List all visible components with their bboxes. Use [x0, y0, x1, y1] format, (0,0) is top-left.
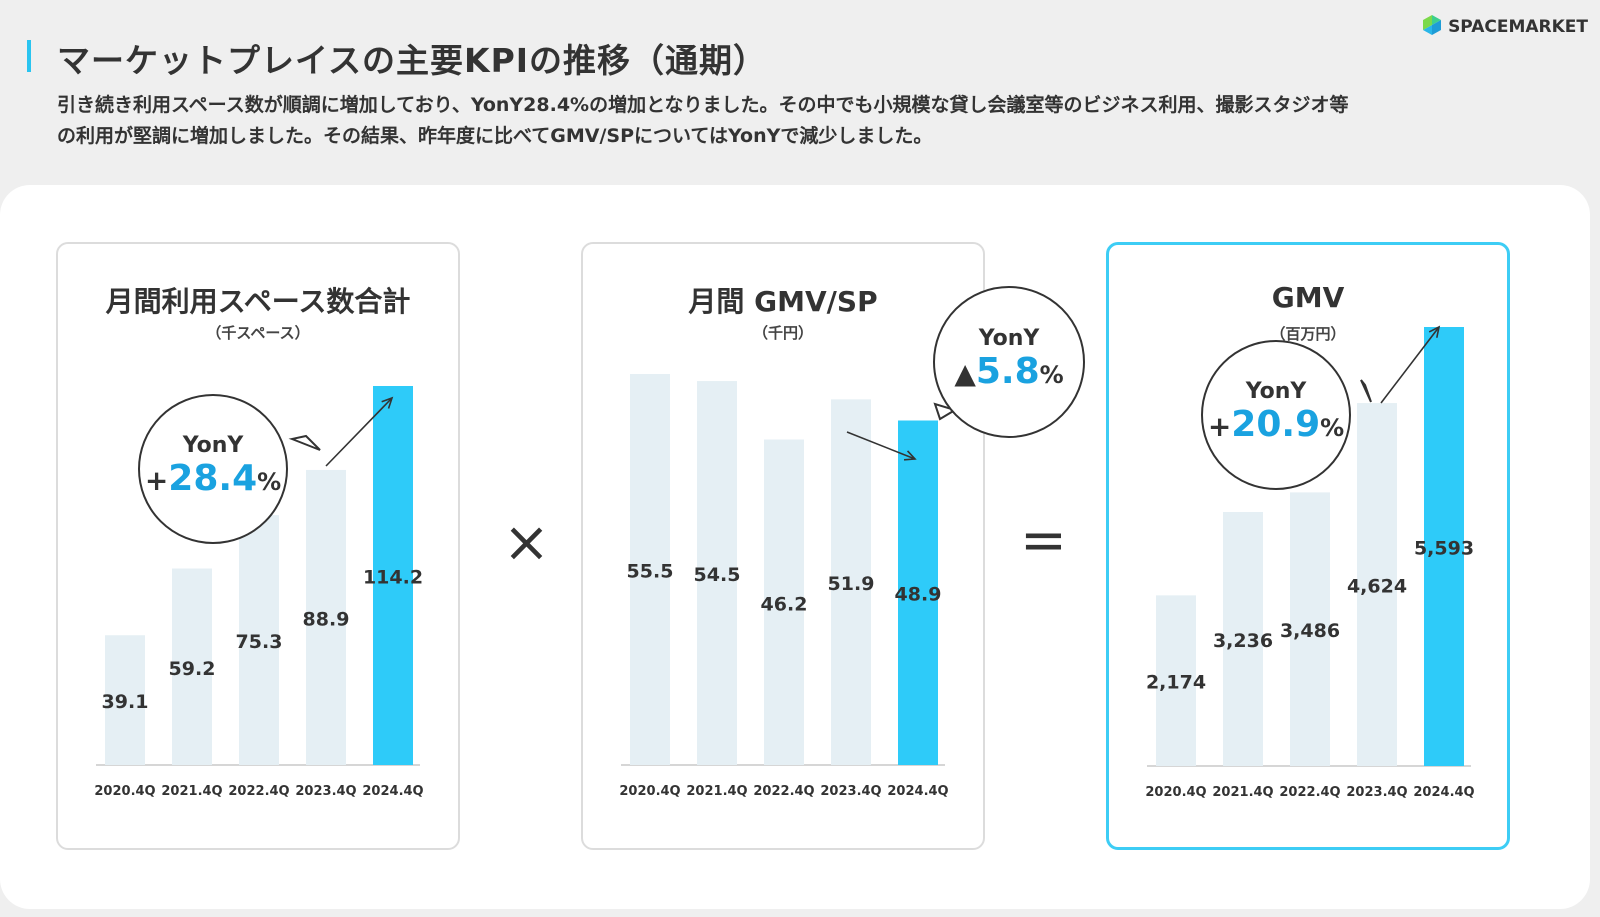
yony-label: YonY: [182, 433, 244, 458]
bar-2022.4Q: [239, 515, 279, 765]
category-tick-label: 2023.4Q: [820, 784, 881, 799]
yony-label: YonY: [1245, 379, 1307, 404]
yony-percent: %: [1039, 361, 1064, 389]
bar-2023.4Q: [831, 399, 871, 765]
bar-2024.4Q: [1424, 327, 1464, 766]
bar-value-label: 55.5: [627, 561, 674, 583]
category-tick-label: 2023.4Q: [295, 784, 356, 799]
chart-unit: （千円）: [752, 324, 813, 342]
bubble-tail: [1360, 379, 1372, 403]
bar-2022.4Q: [1290, 492, 1330, 766]
category-tick-label: 2022.4Q: [1279, 785, 1340, 800]
bar-2020.4Q: [105, 635, 145, 765]
bar-2023.4Q: [306, 469, 346, 765]
yony-value: +28.4%: [145, 459, 281, 505]
logo-text: SPACEMARKET: [1448, 17, 1588, 37]
yony-bubble: YonY ▲5.8%: [933, 286, 1085, 438]
bar-value-label: 114.2: [363, 567, 423, 589]
bar-2022.4Q: [764, 439, 804, 765]
equals-operator: =: [1020, 508, 1067, 573]
yony-value: ▲5.8%: [954, 352, 1063, 398]
yony-label: YonY: [978, 326, 1040, 351]
bar-value-label: 3,486: [1280, 620, 1340, 642]
bar-2024.4Q: [373, 386, 413, 765]
bar-value-label: 3,236: [1213, 630, 1273, 652]
category-tick-label: 2021.4Q: [1212, 785, 1273, 800]
chart-card-monthly-spaces: 月間利用スペース数合計 （千スペース） 39.1 2020.4Q 59.2 2021.…: [56, 242, 460, 850]
category-tick-label: 2020.4Q: [94, 784, 155, 799]
bar-2023.4Q: [1357, 403, 1397, 766]
category-tick-label: 2022.4Q: [228, 784, 289, 799]
yony-number: 5.8: [975, 351, 1040, 392]
trend-arrow: [325, 397, 393, 467]
bar-value-label: 4,624: [1347, 576, 1407, 598]
trend-arrow-head: [903, 450, 917, 461]
chart-title: 月間利用スペース数合計: [105, 285, 411, 318]
bubble-tail: [288, 434, 321, 451]
yony-sign: +: [144, 464, 169, 497]
chart-unit: （千スペース）: [206, 324, 310, 342]
logo: SPACEMARKET: [1421, 14, 1588, 40]
yony-value: +20.9%: [1208, 405, 1344, 451]
yony-bubble: YonY +28.4%: [138, 394, 288, 544]
multiply-operator: ×: [503, 510, 550, 575]
trend-arrow-head: [1428, 325, 1441, 338]
page-title: マーケットプレイスの主要KPIの推移（通期）: [57, 41, 768, 80]
bar-value-label: 54.5: [694, 564, 741, 586]
description-line-2: の利用が堅調に増加しました。その結果、昨年度に比べてGMV/SPについてはYon…: [57, 125, 933, 147]
bubble-tail: [933, 402, 958, 421]
yony-bubble: YonY +20.9%: [1201, 340, 1351, 490]
category-tick-label: 2021.4Q: [161, 784, 222, 799]
bar-value-label: 2,174: [1146, 672, 1206, 694]
category-tick-label: 2024.4Q: [1413, 785, 1474, 800]
title-accent-bar: [27, 40, 31, 72]
category-tick-label: 2024.4Q: [887, 784, 948, 799]
category-tick-label: 2023.4Q: [1346, 785, 1407, 800]
bar-value-label: 46.2: [761, 593, 808, 615]
bar-value-label: 5,593: [1414, 538, 1474, 560]
yony-number: 28.4: [168, 458, 258, 499]
bar-2024.4Q: [898, 420, 938, 765]
trend-arrow-head: [381, 396, 394, 409]
bar-2020.4Q: [630, 374, 670, 765]
bar-value-label: 88.9: [303, 608, 350, 630]
page-description: 引き続き利用スペース数が順調に増加しており、YonY28.4%の増加となりました…: [57, 90, 1537, 152]
bar-chart: 55.5 2020.4Q 54.5 2021.4Q 46.2 2022.4Q 51.9 202…: [619, 374, 958, 799]
bar-2021.4Q: [1223, 512, 1263, 766]
category-tick-label: 2022.4Q: [753, 784, 814, 799]
yony-number: 20.9: [1231, 404, 1321, 445]
chart-card-gmv-per-space: 月間 GMV/SP （千円） 55.5 2020.4Q 54.5 2021.4Q 46.…: [581, 242, 1085, 850]
yony-percent: %: [257, 468, 282, 496]
bar-value-label: 75.3: [236, 631, 283, 653]
category-tick-label: 2020.4Q: [619, 784, 680, 799]
description-line-1: 引き続き利用スペース数が順調に増加しており、YonY28.4%の増加となりました…: [57, 94, 1349, 116]
category-tick-label: 2024.4Q: [362, 784, 423, 799]
bar-value-label: 51.9: [828, 573, 875, 595]
chart-title: GMV: [1271, 281, 1345, 314]
bar-chart: 39.1 2020.4Q 59.2 2021.4Q 75.3 2022.4Q 88.9 202…: [94, 386, 424, 799]
category-tick-label: 2020.4Q: [1145, 785, 1206, 800]
yony-percent: %: [1320, 414, 1345, 442]
spacemarket-logo-icon: [1421, 14, 1443, 40]
chart-title: 月間 GMV/SP: [688, 285, 878, 318]
bar-chart: 2,174 2020.4Q 3,236 2021.4Q 3,486 2022.4Q 4,62…: [1145, 325, 1475, 800]
yony-sign: +: [1207, 410, 1232, 443]
bar-2021.4Q: [697, 381, 737, 765]
chart-card-gmv: GMV （百万円） 2,174 2020.4Q 3,236 2021.4Q 3,486 2…: [1106, 242, 1510, 850]
bar-value-label: 39.1: [102, 691, 149, 713]
bar-2021.4Q: [172, 568, 212, 765]
category-tick-label: 2021.4Q: [686, 784, 747, 799]
yony-sign: ▲: [954, 357, 976, 390]
chart-unit: （百万円）: [1270, 325, 1346, 343]
trend-arrow: [846, 431, 916, 460]
bar-value-label: 48.9: [895, 584, 942, 606]
trend-arrow: [1380, 326, 1440, 404]
bar-value-label: 59.2: [169, 658, 216, 680]
bar-2020.4Q: [1156, 595, 1196, 766]
